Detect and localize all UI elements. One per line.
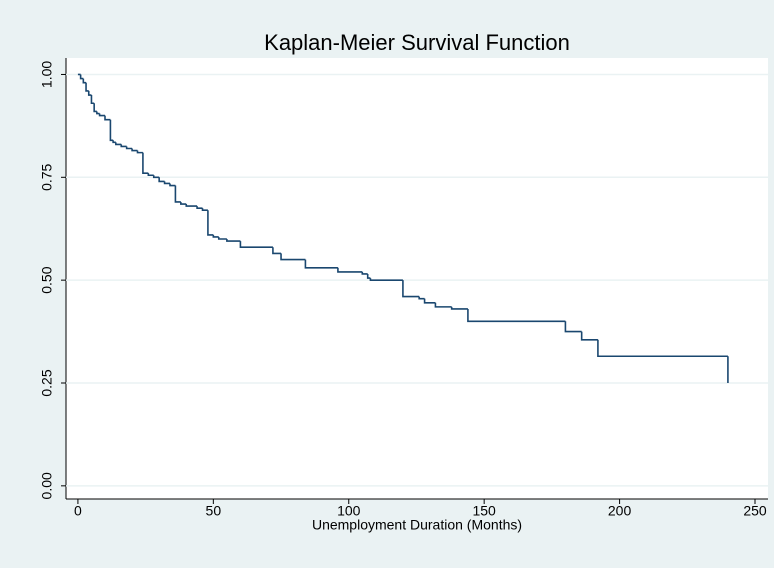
survival-step	[402, 280, 420, 298]
survival-step	[79, 74, 84, 80]
survival-step	[196, 206, 203, 209]
survival-step	[217, 236, 227, 240]
x-tick-label: 150	[472, 503, 496, 519]
survival-step	[115, 142, 122, 146]
y-tick-label: 0.00	[39, 472, 55, 499]
x-tick-label: 200	[608, 503, 632, 519]
survival-step	[180, 201, 187, 205]
survival-step	[304, 259, 338, 269]
survival-step	[597, 339, 728, 358]
survival-step	[226, 239, 241, 242]
survival-step	[93, 103, 97, 113]
survival-step	[152, 175, 160, 179]
survival-step	[434, 302, 452, 308]
survival-step	[87, 90, 92, 96]
y-tick-label: 1.00	[39, 61, 55, 88]
survival-step	[169, 183, 176, 187]
survival-step	[120, 144, 127, 148]
y-tick-label: 0.75	[39, 163, 55, 190]
survival-step	[104, 115, 111, 121]
survival-step	[467, 308, 566, 323]
survival-step	[280, 253, 306, 261]
survival-step	[369, 278, 403, 281]
x-axis-title: Unemployment Duration (Months)	[312, 517, 522, 533]
y-tick-label: 0.50	[39, 266, 55, 293]
survival-step	[239, 241, 273, 249]
survival-step	[136, 150, 143, 154]
survival-step	[163, 181, 170, 185]
x-tick-label: 0	[74, 503, 82, 519]
x-tick-label: 250	[743, 503, 767, 519]
x-tick-label: 100	[337, 503, 361, 519]
survival-step	[361, 271, 368, 275]
survival-step	[564, 321, 582, 333]
survival-step	[125, 146, 133, 150]
survival-step	[174, 185, 181, 203]
survival-step	[158, 177, 165, 183]
survival-step	[580, 331, 598, 341]
survival-step	[418, 296, 425, 300]
chart-title: Kaplan-Meier Survival Function	[264, 30, 570, 55]
survival-step	[98, 113, 105, 117]
survival-step	[272, 247, 282, 255]
survival-step	[112, 140, 116, 144]
survival-step	[90, 95, 95, 105]
y-tick-label: 0.25	[39, 369, 55, 396]
x-tick-label: 50	[206, 503, 222, 519]
survival-step	[207, 210, 214, 236]
survival-step	[85, 82, 89, 92]
survival-step	[337, 267, 363, 273]
survival-step	[423, 298, 436, 304]
survival-step	[450, 306, 468, 310]
survival-step	[201, 208, 208, 212]
plot-area	[66, 58, 768, 499]
survival-step	[212, 234, 219, 238]
survival-step	[82, 78, 87, 84]
survival-step	[147, 173, 154, 177]
survival-step	[185, 204, 198, 207]
survival-step	[96, 111, 100, 115]
survival-step	[109, 119, 114, 142]
survival-step	[366, 273, 371, 279]
survival-step	[131, 148, 138, 152]
survival-step	[142, 152, 149, 174]
